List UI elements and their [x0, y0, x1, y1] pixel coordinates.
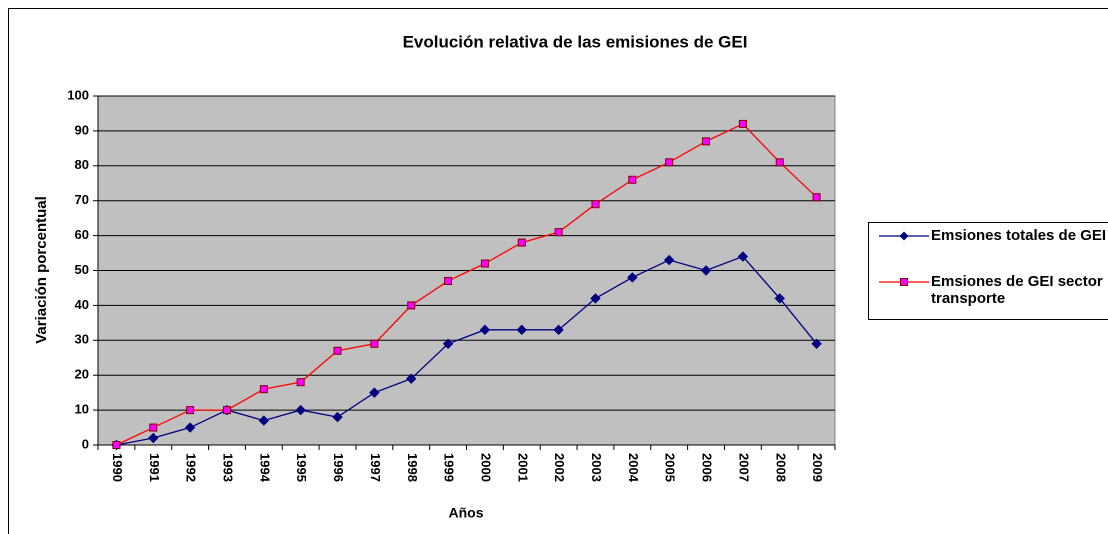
- marker: [184, 422, 196, 433]
- marker: [148, 432, 159, 444]
- x-tick-label: 2007: [736, 453, 751, 482]
- y-tick-label: 80: [75, 157, 89, 172]
- y-tick-label: 0: [82, 436, 89, 451]
- marker: [149, 423, 158, 432]
- x-tick-label: 1997: [368, 453, 383, 482]
- chart-title: Evolución relativa de las emisiones de G…: [403, 32, 748, 51]
- y-tick-label: 70: [75, 192, 89, 207]
- x-tick-label: 1990: [110, 453, 125, 482]
- series-line: [116, 123, 818, 446]
- marker: [628, 175, 637, 184]
- x-tick-label: 1995: [294, 453, 309, 482]
- legend-label: Emsiones de GEI sector transporte: [931, 273, 1103, 307]
- y-tick-label: 90: [75, 122, 89, 137]
- marker: [774, 293, 785, 304]
- x-tick-label: 1992: [184, 453, 199, 482]
- marker: [554, 228, 563, 237]
- marker: [665, 158, 674, 167]
- marker: [738, 119, 747, 128]
- marker: [112, 441, 121, 449]
- series-line: [116, 255, 818, 446]
- x-tick-label: 2005: [663, 453, 678, 482]
- x-tick-label: 2001: [515, 453, 530, 482]
- y-tick-label: 60: [75, 227, 89, 242]
- legend-label: Emsiones totales de GEI: [931, 227, 1107, 244]
- y-tick-label: 20: [75, 367, 89, 382]
- marker: [702, 137, 711, 146]
- legend: Emsiones totales de GEI Emsiones de GEI s…: [868, 222, 1108, 320]
- marker: [295, 404, 306, 416]
- y-tick-label: 30: [75, 332, 89, 347]
- marker: [590, 293, 601, 304]
- y-tick-label: 10: [75, 402, 89, 417]
- x-tick-label: 1993: [221, 453, 236, 482]
- y-tick-label: 100: [67, 87, 89, 102]
- x-tick-label: 2008: [773, 453, 788, 482]
- legend-symbol: [879, 278, 929, 286]
- marker: [258, 415, 270, 426]
- marker: [296, 378, 305, 387]
- x-axis-label: Años: [449, 505, 484, 521]
- x-tick-label: 2009: [810, 453, 825, 482]
- y-tick-label: 50: [75, 262, 89, 277]
- x-tick-label: 2006: [700, 453, 715, 482]
- chart-frame: [8, 8, 1108, 534]
- x-tick-label: 2003: [589, 453, 604, 482]
- x-tick-label: 1991: [147, 453, 162, 482]
- marker: [517, 238, 526, 247]
- x-tick-label: 1998: [405, 453, 420, 482]
- x-tick-label: 1994: [257, 453, 272, 483]
- marker: [369, 387, 380, 398]
- y-axis-label: Variación porcentual: [33, 196, 50, 344]
- marker: [407, 301, 416, 310]
- marker: [370, 339, 379, 348]
- marker: [700, 265, 712, 276]
- marker: [811, 338, 822, 349]
- marker: [444, 276, 453, 285]
- legend-marker: [900, 278, 908, 286]
- marker: [553, 324, 564, 336]
- legend-symbol: [879, 231, 929, 241]
- marker: [480, 259, 489, 268]
- marker: [591, 200, 600, 209]
- x-tick-label: 2004: [626, 453, 641, 483]
- marker: [812, 193, 821, 202]
- marker: [406, 373, 417, 384]
- x-tick-label: 2002: [552, 453, 567, 482]
- marker: [737, 251, 749, 262]
- marker: [333, 346, 342, 355]
- marker: [259, 385, 268, 394]
- marker: [222, 406, 231, 415]
- marker: [627, 272, 638, 283]
- marker: [663, 254, 675, 266]
- x-tick-label: 1996: [331, 453, 346, 482]
- x-tick-label: 1999: [442, 453, 457, 482]
- marker: [479, 324, 491, 336]
- legend-marker: [899, 231, 909, 241]
- x-tick-label: 2000: [478, 453, 493, 482]
- marker: [186, 406, 195, 415]
- marker: [442, 338, 454, 349]
- marker: [775, 158, 784, 167]
- marker: [332, 411, 343, 423]
- y-tick-label: 40: [75, 297, 89, 312]
- marker: [516, 324, 527, 336]
